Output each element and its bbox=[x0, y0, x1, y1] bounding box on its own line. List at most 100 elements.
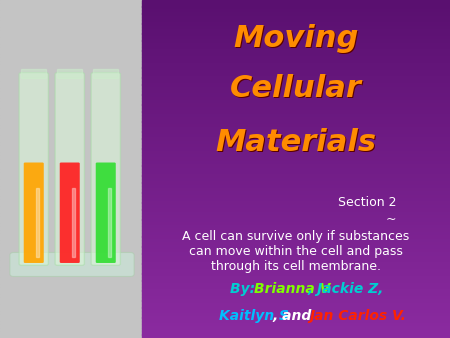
Bar bbox=[142, 57, 450, 61]
Bar bbox=[142, 121, 450, 125]
Bar bbox=[142, 179, 450, 183]
Bar bbox=[142, 54, 450, 57]
Bar bbox=[142, 0, 450, 3]
Bar bbox=[0, 257, 142, 260]
Bar bbox=[142, 273, 450, 277]
Bar bbox=[142, 182, 450, 186]
Bar bbox=[0, 57, 142, 61]
Bar bbox=[142, 101, 450, 105]
Bar bbox=[0, 94, 142, 98]
Bar bbox=[36, 188, 39, 257]
FancyBboxPatch shape bbox=[91, 73, 120, 265]
Bar bbox=[142, 294, 450, 297]
Bar bbox=[142, 206, 450, 210]
Bar bbox=[142, 175, 450, 179]
Bar bbox=[0, 328, 142, 331]
Bar bbox=[142, 142, 450, 145]
Bar bbox=[142, 61, 450, 64]
Text: Moving: Moving bbox=[234, 25, 360, 54]
FancyBboxPatch shape bbox=[60, 163, 80, 263]
Bar bbox=[142, 290, 450, 294]
Bar bbox=[142, 37, 450, 41]
Text: Kaitlyn S: Kaitlyn S bbox=[219, 309, 289, 323]
Bar bbox=[0, 236, 142, 240]
Bar bbox=[142, 111, 450, 115]
Bar bbox=[0, 186, 142, 189]
Bar bbox=[142, 91, 450, 95]
Text: Brianna V: Brianna V bbox=[254, 282, 330, 296]
Bar bbox=[142, 196, 450, 199]
Bar bbox=[0, 54, 142, 57]
Bar bbox=[142, 267, 450, 270]
Bar bbox=[0, 334, 142, 338]
FancyBboxPatch shape bbox=[10, 252, 134, 276]
FancyBboxPatch shape bbox=[55, 73, 85, 265]
Bar bbox=[0, 20, 142, 24]
Bar bbox=[0, 0, 142, 3]
Bar bbox=[0, 243, 142, 247]
Bar bbox=[108, 188, 111, 257]
Bar bbox=[142, 71, 450, 74]
Bar bbox=[0, 206, 142, 210]
Bar bbox=[0, 179, 142, 183]
Bar bbox=[142, 135, 450, 139]
Bar bbox=[142, 115, 450, 118]
Bar bbox=[0, 165, 142, 169]
Bar bbox=[142, 17, 450, 20]
Text: By:: By: bbox=[230, 282, 260, 296]
Bar bbox=[0, 125, 142, 128]
Bar bbox=[0, 321, 142, 324]
Bar bbox=[142, 125, 450, 128]
Bar bbox=[0, 196, 142, 199]
Text: Cellular: Cellular bbox=[230, 74, 362, 103]
Bar bbox=[142, 334, 450, 338]
FancyBboxPatch shape bbox=[96, 163, 116, 263]
Bar bbox=[0, 71, 142, 74]
Bar bbox=[0, 44, 142, 47]
Bar bbox=[142, 84, 450, 88]
Bar bbox=[142, 165, 450, 169]
Bar bbox=[0, 91, 142, 95]
Bar bbox=[0, 331, 142, 335]
Bar bbox=[142, 202, 450, 206]
Text: Jan Carlos V.: Jan Carlos V. bbox=[309, 309, 406, 323]
Bar bbox=[0, 145, 142, 149]
Bar bbox=[142, 44, 450, 47]
Bar bbox=[142, 219, 450, 223]
Bar bbox=[142, 104, 450, 108]
Bar bbox=[0, 297, 142, 301]
Text: Section 2: Section 2 bbox=[338, 196, 396, 209]
Bar bbox=[0, 13, 142, 17]
Bar bbox=[0, 6, 142, 10]
Bar bbox=[0, 284, 142, 287]
Bar bbox=[0, 317, 142, 321]
Bar bbox=[142, 20, 450, 24]
Bar bbox=[142, 311, 450, 314]
Bar bbox=[0, 182, 142, 186]
Bar bbox=[142, 77, 450, 81]
Bar bbox=[142, 213, 450, 216]
Bar bbox=[0, 23, 142, 27]
Bar bbox=[0, 300, 142, 304]
Bar bbox=[142, 314, 450, 318]
Bar bbox=[0, 277, 142, 281]
Bar bbox=[142, 230, 450, 233]
Bar bbox=[0, 50, 142, 54]
Bar bbox=[142, 287, 450, 291]
FancyBboxPatch shape bbox=[24, 163, 44, 263]
Text: Cellular: Cellular bbox=[231, 75, 363, 104]
Bar bbox=[0, 148, 142, 152]
Bar bbox=[0, 324, 142, 328]
Bar bbox=[0, 30, 142, 34]
Bar bbox=[142, 10, 450, 14]
Bar bbox=[0, 77, 142, 81]
Bar bbox=[142, 263, 450, 267]
Bar bbox=[142, 233, 450, 237]
Bar bbox=[0, 155, 142, 159]
Bar bbox=[0, 209, 142, 213]
Bar bbox=[142, 324, 450, 328]
Bar bbox=[142, 307, 450, 311]
Text: , and: , and bbox=[273, 309, 317, 323]
Bar bbox=[142, 250, 450, 254]
Bar bbox=[0, 311, 142, 314]
